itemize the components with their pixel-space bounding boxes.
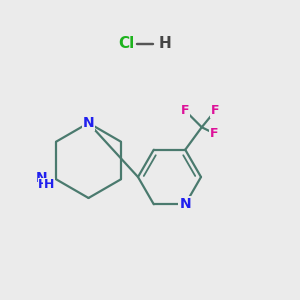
Text: Cl: Cl bbox=[118, 36, 134, 51]
Text: F: F bbox=[181, 104, 190, 117]
Text: H: H bbox=[44, 178, 54, 191]
Text: F: F bbox=[211, 104, 220, 117]
Text: H: H bbox=[159, 36, 171, 51]
Text: N: N bbox=[83, 116, 94, 130]
Text: N: N bbox=[35, 171, 47, 185]
Text: F: F bbox=[209, 127, 218, 140]
Text: N: N bbox=[179, 197, 191, 211]
Text: H: H bbox=[38, 178, 49, 191]
